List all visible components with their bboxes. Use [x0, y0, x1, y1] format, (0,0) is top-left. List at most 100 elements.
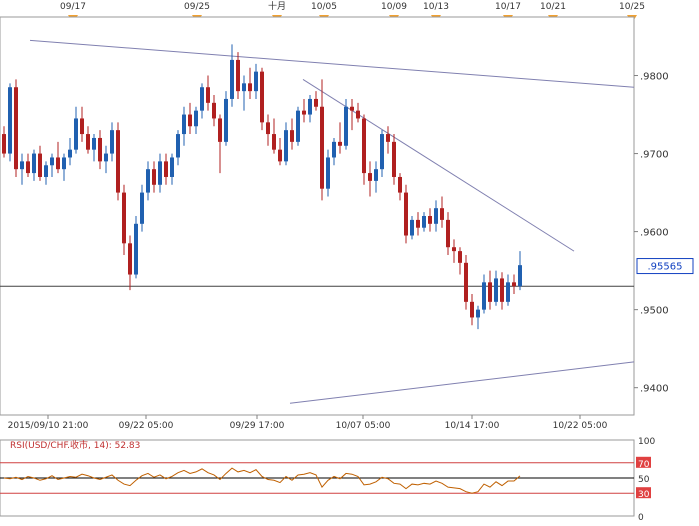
- candle-body: [230, 59, 234, 99]
- price-tick-label: .9700: [640, 150, 669, 161]
- rsi-level-badge: [636, 487, 651, 499]
- time-tick-label: 09/22 05:00: [119, 421, 174, 431]
- candle-body: [62, 157, 66, 170]
- candle-body: [446, 219, 450, 248]
- candle-body: [212, 102, 216, 119]
- price-pane-frame: [0, 16, 635, 416]
- candle-body: [266, 122, 270, 135]
- candle-body: [8, 87, 12, 154]
- candle-body: [338, 141, 342, 146]
- time-axis: 2015/09/10 21:00 09/22 05:00 09/29 17:00 10…: [8, 415, 608, 431]
- candle-body: [218, 118, 222, 142]
- candle-body: [104, 153, 108, 162]
- candle-body: [284, 130, 288, 162]
- time-tick-label: 10/22 05:00: [553, 421, 608, 431]
- candle-body: [398, 176, 402, 193]
- candle-body: [206, 87, 210, 103]
- candle-body: [236, 59, 240, 92]
- rsi-indicator-label: RSI(USD/CHF.收市, 14): 52.83: [10, 439, 140, 451]
- candle-body: [26, 161, 30, 174]
- candle-body: [332, 141, 336, 158]
- candle-body: [140, 192, 144, 224]
- price-tick-label: .9800: [640, 72, 669, 83]
- top-date-label: 10/09: [381, 2, 407, 12]
- time-tick-label: 09/29 17:00: [230, 421, 285, 431]
- candle-body: [146, 169, 150, 193]
- candle-body: [188, 114, 192, 127]
- candle-body: [476, 309, 480, 318]
- rsi-line: [3, 467, 521, 494]
- candle-body: [242, 83, 246, 92]
- candle-body: [386, 134, 390, 142]
- candle-body: [518, 265, 522, 287]
- price-axis: .9400 .9500 .9600 .9700 .9800: [634, 72, 669, 395]
- candle-body: [470, 301, 474, 318]
- candle-body: [308, 98, 312, 115]
- candle-body: [200, 87, 204, 111]
- candle-body: [248, 83, 252, 92]
- candle-body: [194, 110, 198, 127]
- candle-body: [38, 153, 42, 177]
- candle-body: [86, 134, 90, 150]
- candle-body: [356, 110, 360, 119]
- candle-body: [428, 216, 432, 224]
- candle-body: [98, 137, 102, 162]
- candle-body: [74, 118, 78, 150]
- top-date-label: 10/17: [495, 2, 521, 12]
- candle-body: [110, 130, 114, 154]
- candle-body: [452, 247, 456, 252]
- candle-body: [482, 282, 486, 310]
- candle-body: [152, 169, 156, 185]
- candle-body: [20, 161, 24, 170]
- candle-body: [182, 114, 186, 135]
- candle-body: [512, 282, 516, 287]
- candle-body: [32, 153, 36, 174]
- candle-body: [302, 110, 306, 115]
- trendline: [289, 361, 635, 404]
- candle-body: [272, 134, 276, 150]
- candle-body: [224, 98, 228, 142]
- candle-body: [2, 134, 6, 154]
- candle-body: [494, 278, 498, 302]
- candle-body: [404, 192, 408, 236]
- candle-body: [458, 251, 462, 263]
- candle-body: [128, 243, 132, 275]
- candle-body: [68, 149, 72, 158]
- top-date-label: 10/13: [423, 2, 449, 12]
- candle-body: [506, 282, 510, 302]
- trendline: [29, 39, 635, 88]
- candle-body: [296, 110, 300, 142]
- candle-body: [314, 98, 318, 107]
- rsi-tick-label: 0: [638, 513, 644, 522]
- current-price-label: .95565: [648, 262, 683, 273]
- candle-body: [254, 71, 258, 92]
- candle-body: [164, 161, 168, 177]
- candle-body: [422, 216, 426, 228]
- candle-body: [116, 130, 120, 193]
- candle-body: [122, 192, 126, 244]
- candles: [2, 44, 522, 330]
- candle-body: [392, 141, 396, 177]
- time-tick-label: 10/07 05:00: [336, 421, 391, 431]
- top-date-label: 10/21: [540, 2, 566, 12]
- candle-body: [134, 223, 138, 275]
- candle-body: [362, 118, 366, 174]
- rsi-tick-label: 50: [638, 475, 650, 485]
- candle-body: [440, 208, 444, 220]
- candle-body: [80, 118, 84, 135]
- candle-body: [416, 219, 420, 228]
- top-date-label: 10/25: [619, 2, 645, 12]
- trendline: [302, 79, 575, 252]
- rsi-tick-label: 70: [638, 460, 650, 470]
- top-date-label: 09/17: [60, 2, 86, 12]
- candle-body: [410, 219, 414, 236]
- candle-body: [500, 278, 504, 302]
- rsi-pane: RSI(USD/CHF.收市, 14): 52.83 100 70 50 30 0: [0, 437, 655, 523]
- candle-body: [326, 157, 330, 189]
- candle-body: [488, 282, 492, 302]
- candle-body: [50, 157, 54, 166]
- candle-body: [278, 149, 282, 162]
- rsi-level-badge: [636, 456, 651, 468]
- current-price-box: [636, 258, 694, 275]
